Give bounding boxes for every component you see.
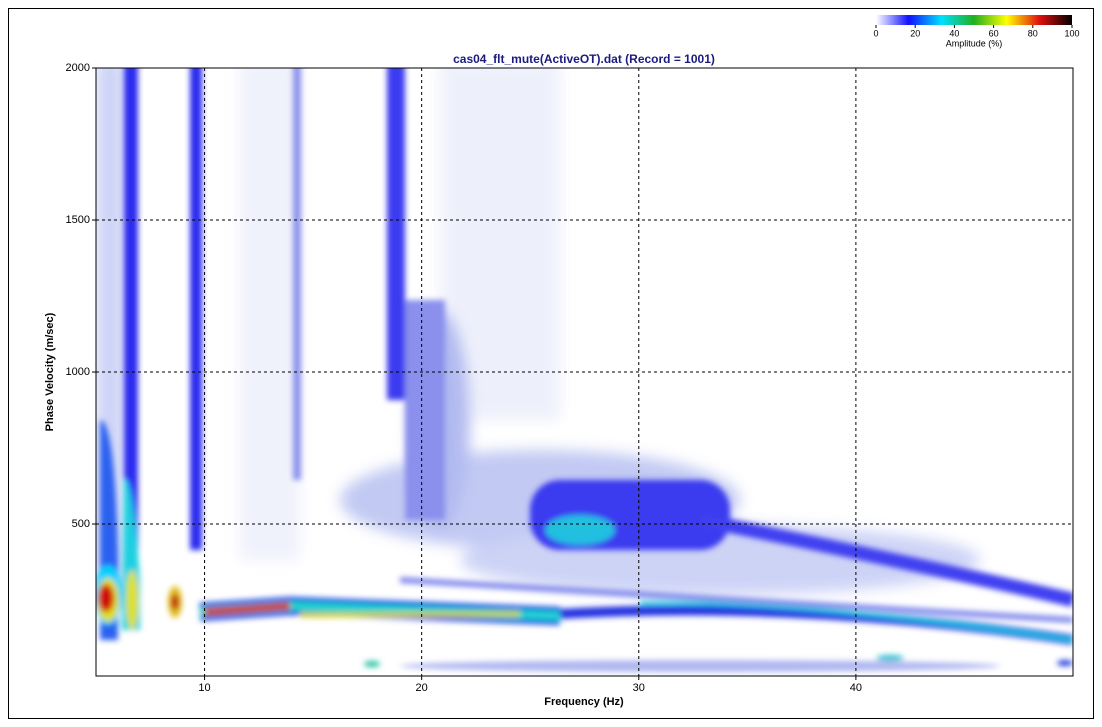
x-tick-label: 30 <box>633 682 645 694</box>
x-axis-label: Frequency (Hz) <box>544 696 624 708</box>
frame <box>8 8 1094 719</box>
colorbar-tick-label: 20 <box>910 28 920 38</box>
y-axis-label: Phase Velocity (m/sec) <box>44 312 56 431</box>
colorbar: Amplitude (%) 0 20 40 60 80 100 <box>873 15 1080 48</box>
heatmap-image <box>96 68 1073 672</box>
y-tick-label: 1000 <box>66 366 90 378</box>
y-tick-label: 1500 <box>66 214 90 226</box>
colorbar-scale <box>876 15 1072 25</box>
colorbar-tick-label: 40 <box>949 28 959 38</box>
y-tick-label: 2000 <box>66 62 90 74</box>
x-tick-label: 20 <box>416 682 428 694</box>
x-tick-label: 40 <box>850 682 862 694</box>
x-tick-label: 10 <box>198 682 210 694</box>
colorbar-tick-label: 80 <box>1028 28 1038 38</box>
colorbar-tick-label: 100 <box>1064 28 1079 38</box>
chart-title: cas04_flt_mute(ActiveOT).dat (Record = 1… <box>453 52 715 66</box>
colorbar-tick-label: 60 <box>989 28 999 38</box>
colorbar-label: Amplitude (%) <box>946 38 1003 48</box>
y-tick-label: 500 <box>72 518 90 530</box>
colorbar-tick-label: 0 <box>873 28 878 38</box>
